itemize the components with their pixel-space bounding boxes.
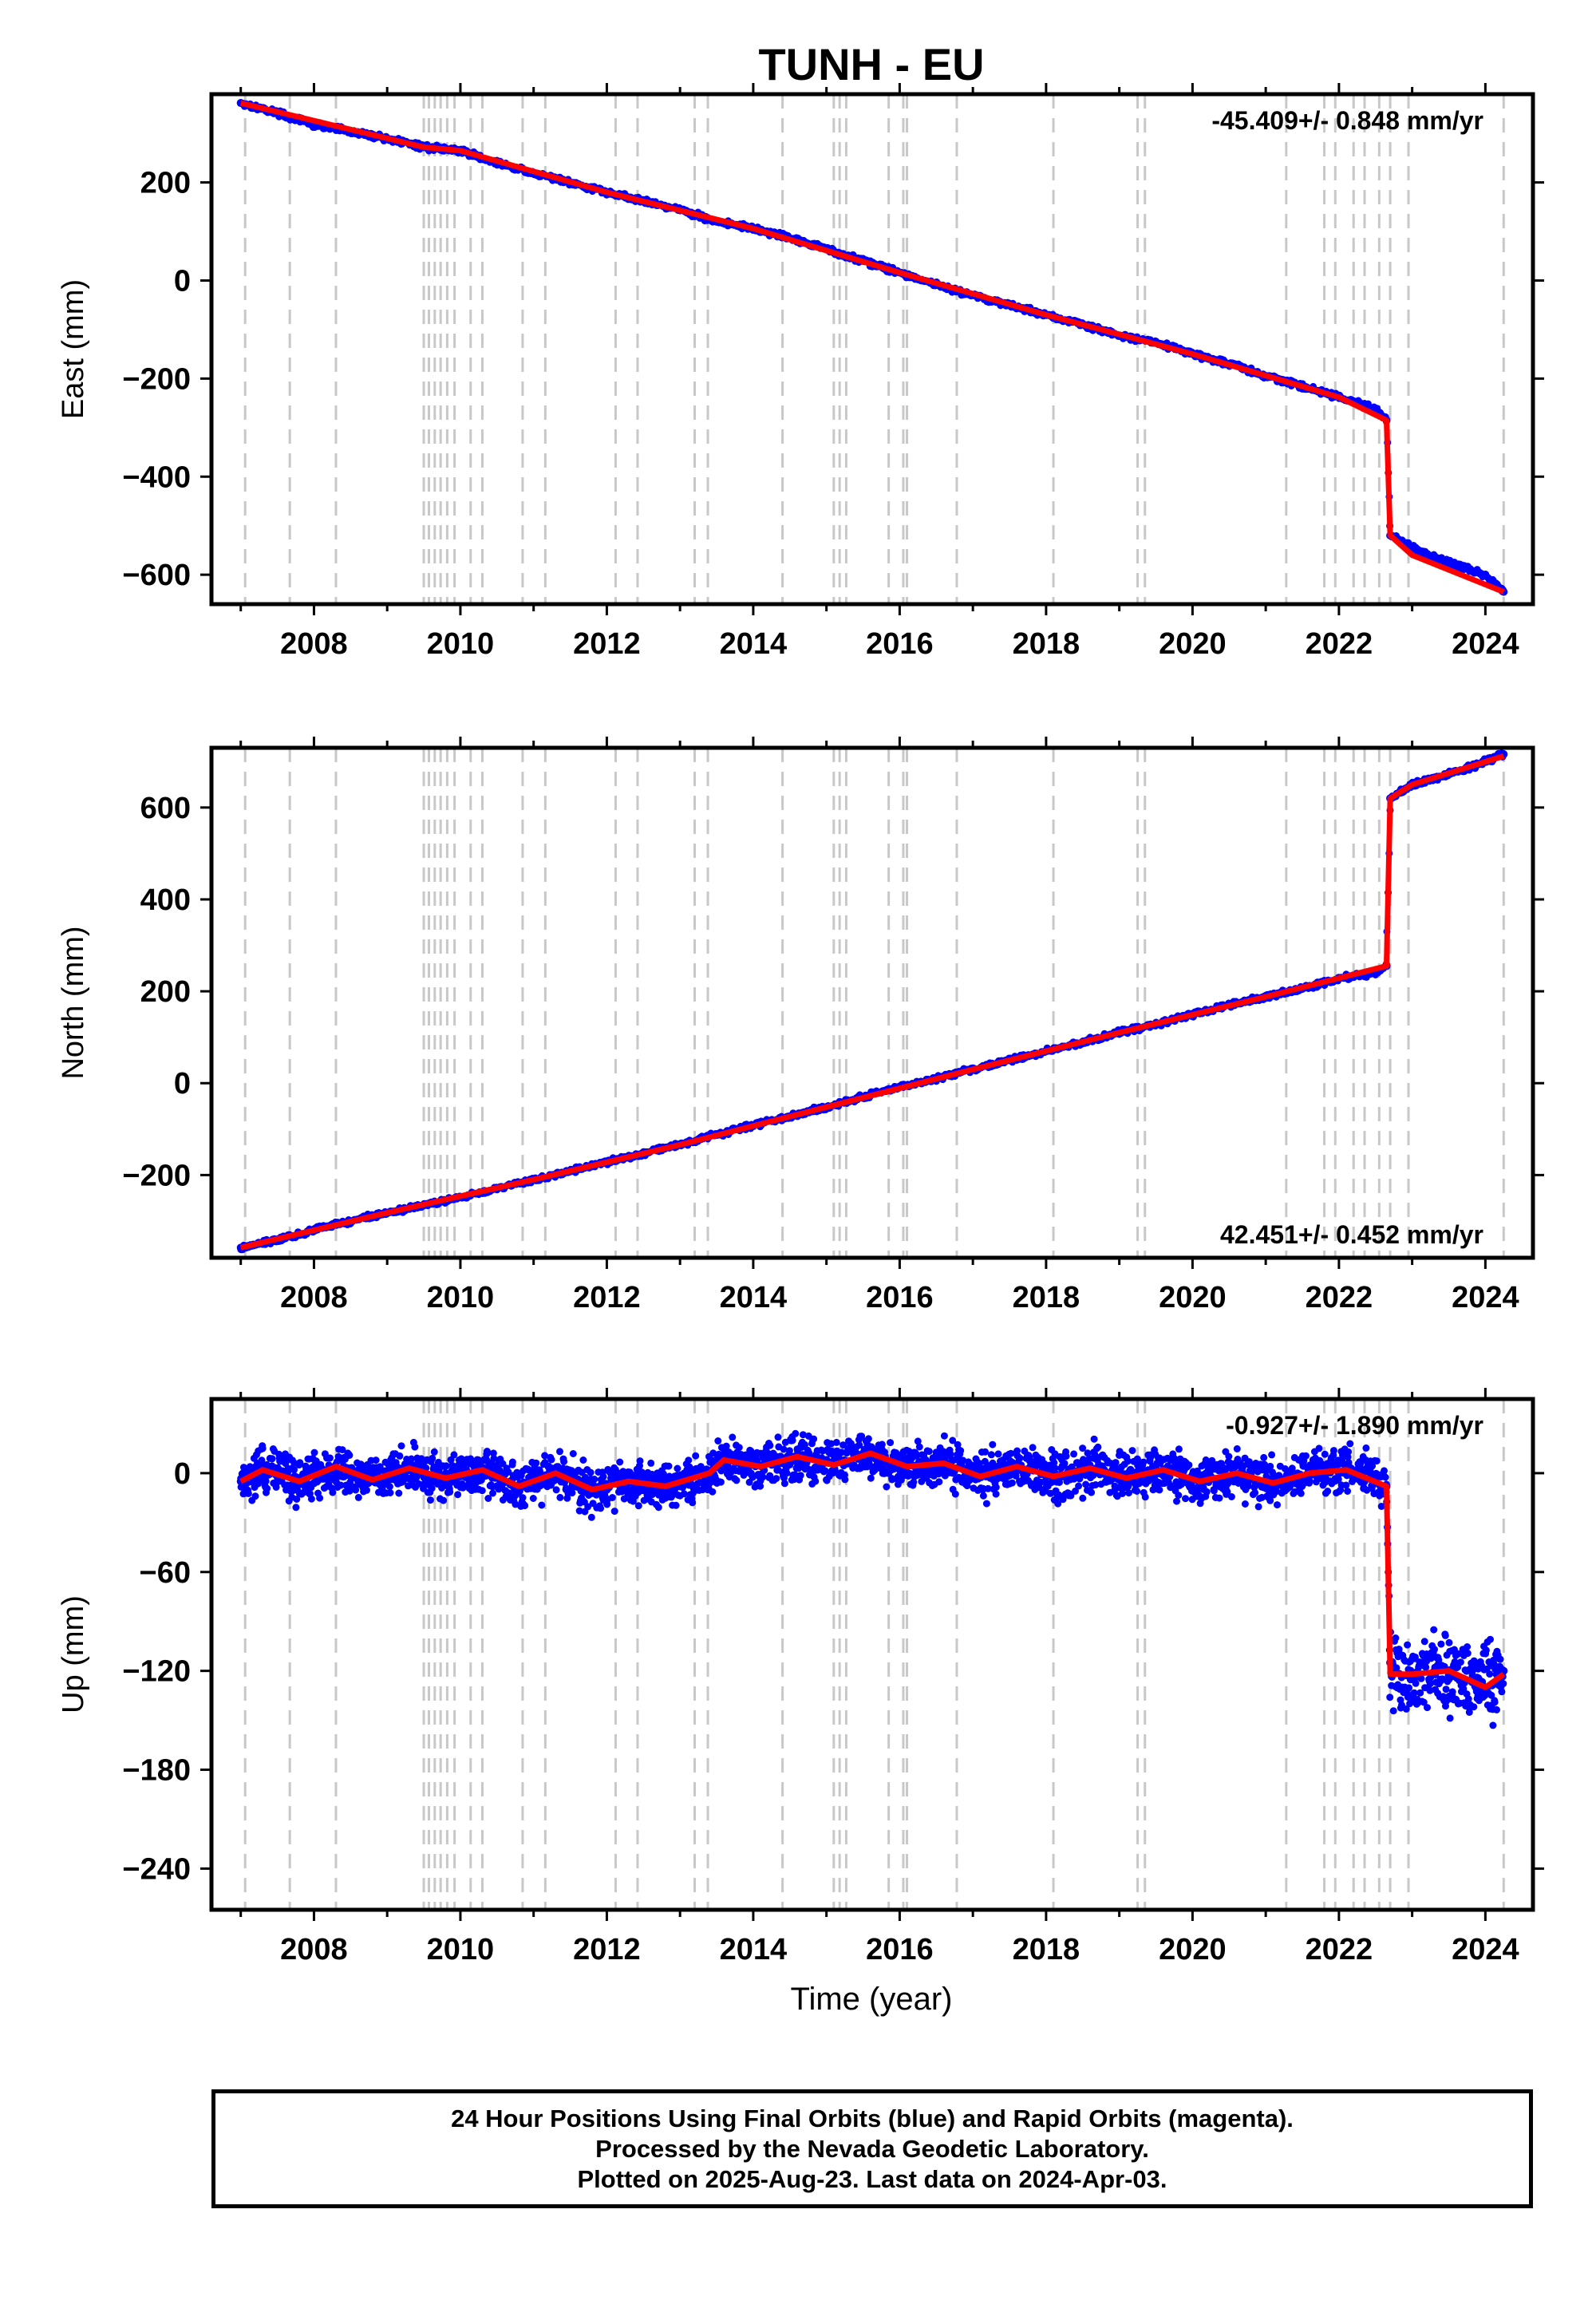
- up-data-point: [1408, 1674, 1416, 1683]
- north-y-axis-title: North (mm): [57, 926, 90, 1079]
- north-model-line: [239, 753, 1505, 1251]
- y-tick-label: 0: [174, 264, 191, 298]
- y-tick-label: 200: [140, 975, 191, 1009]
- processing-note-line-3: Plotted on 2025-Aug-23. Last data on 202…: [577, 2164, 1167, 2193]
- x-tick-label: 2010: [427, 1933, 495, 1966]
- x-tick-label: 2022: [1306, 1933, 1373, 1966]
- y-tick-label: 200: [140, 167, 191, 200]
- y-tick-label: 600: [140, 792, 191, 825]
- east-model-line: [239, 100, 1505, 595]
- x-tick-label: 2018: [1013, 1933, 1080, 1966]
- y-tick-label: −600: [122, 559, 191, 592]
- y-tick-label: −200: [122, 1159, 191, 1192]
- y-tick-label: −180: [122, 1754, 191, 1788]
- x-tick-label: 2008: [280, 1933, 348, 1966]
- x-tick-label: 2010: [427, 1281, 495, 1314]
- up-panel: 2008 2010 2012 2014 2016 2018 2020 2022 2024 0 −60…: [57, 1388, 1544, 1966]
- east-y-axis: 200 0 −200 −400 −600: [122, 167, 1544, 592]
- x-tick-label: 2024: [1452, 1281, 1519, 1314]
- east-frame: [209, 92, 1535, 607]
- processing-note-box: 24 Hour Positions Using Final Orbits (bl…: [211, 2089, 1533, 2208]
- up-frame: [209, 1397, 1535, 1912]
- y-tick-label: −240: [122, 1852, 191, 1886]
- y-tick-label: 400: [140, 883, 191, 917]
- up-data-point: [932, 1468, 941, 1477]
- x-tick-label: 2024: [1452, 1933, 1519, 1966]
- east-data-point: [1444, 558, 1453, 567]
- up-rate-label: -0.927+/- 1.890 mm/yr: [1226, 1411, 1483, 1440]
- x-tick-label: 2024: [1452, 627, 1519, 661]
- east-data-point: [1481, 571, 1490, 579]
- processing-note-line-2: Processed by the Nevada Geodetic Laborat…: [595, 2134, 1149, 2163]
- y-tick-label: 0: [174, 1457, 191, 1491]
- x-tick-label: 2022: [1306, 627, 1373, 661]
- north-positions: [236, 749, 1508, 1254]
- x-tick-label: 2016: [866, 1933, 934, 1966]
- x-tick-label: 2014: [720, 627, 788, 661]
- processing-note-line-1: 24 Hour Positions Using Final Orbits (bl…: [451, 2104, 1294, 2132]
- x-tick-label: 2012: [573, 1281, 641, 1314]
- y-tick-label: −200: [122, 362, 191, 396]
- up-position-dots: [237, 1429, 1507, 1729]
- x-tick-label: 2022: [1306, 1281, 1373, 1314]
- north-frame: [209, 745, 1535, 1260]
- y-tick-label: −60: [140, 1556, 191, 1590]
- x-tick-label: 2008: [280, 1281, 348, 1314]
- east-x-axis: 2008 2010 2012 2014 2016 2018 2020 2022 2024: [239, 83, 1519, 661]
- x-tick-label: 2018: [1013, 1281, 1080, 1314]
- east-y-axis-title: East (mm): [57, 279, 90, 419]
- x-tick-label: 2016: [866, 627, 934, 661]
- x-tick-label: 2012: [573, 1933, 641, 1966]
- east-position-dots: [237, 99, 1507, 595]
- x-tick-label: 2016: [866, 1281, 934, 1314]
- x-tick-label: 2010: [427, 627, 495, 661]
- north-event-lines: [243, 748, 1505, 1258]
- x-tick-label: 2014: [720, 1933, 788, 1966]
- up-model-line: [239, 1450, 1506, 1690]
- up-y-axis: 0 −60 −120 −180 −240: [122, 1457, 1544, 1886]
- up-data-point: [492, 1482, 501, 1491]
- east-panel: 2008 2010 2012 2014 2016 2018 2020 2022 2024 200 0…: [57, 83, 1544, 661]
- east-rate-label: -45.409+/- 0.848 mm/yr: [1211, 106, 1483, 135]
- up-data-point: [1444, 1674, 1453, 1683]
- east-positions: [236, 99, 1508, 596]
- chart-title: TUNH - EU: [758, 39, 984, 89]
- x-tick-label: 2020: [1159, 1281, 1227, 1314]
- north-panel: 2008 2010 2012 2014 2016 2018 2020 2022 2024 600 4…: [57, 737, 1544, 1314]
- north-rate-label: 42.451+/- 0.452 mm/yr: [1220, 1220, 1483, 1249]
- y-tick-label: 0: [174, 1067, 191, 1101]
- up-y-axis-title: Up (mm): [57, 1595, 90, 1713]
- north-y-axis: 600 400 200 0 −200: [122, 792, 1544, 1192]
- x-tick-label: 2012: [573, 627, 641, 661]
- y-tick-label: −120: [122, 1655, 191, 1689]
- x-tick-label: 2020: [1159, 1933, 1227, 1966]
- x-tick-label: 2008: [280, 627, 348, 661]
- x-axis-label: Time (year): [791, 1982, 953, 2017]
- x-tick-label: 2014: [720, 1281, 788, 1314]
- x-tick-label: 2018: [1013, 627, 1080, 661]
- east-event-lines: [243, 94, 1505, 604]
- up-x-axis: 2008 2010 2012 2014 2016 2018 2020 2022 2024: [239, 1388, 1519, 1966]
- north-x-axis: 2008 2010 2012 2014 2016 2018 2020 2022 2024: [239, 737, 1519, 1314]
- y-tick-label: −400: [122, 460, 191, 494]
- x-tick-label: 2020: [1159, 627, 1227, 661]
- up-data-point: [310, 1479, 318, 1488]
